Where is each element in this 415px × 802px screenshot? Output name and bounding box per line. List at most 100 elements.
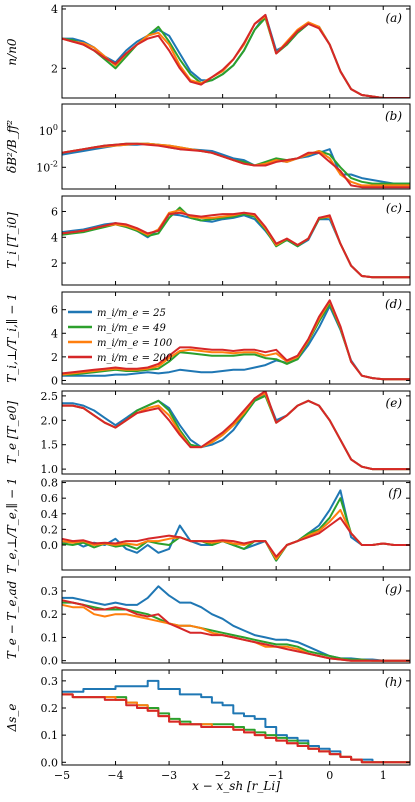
series-line-25 [62, 679, 410, 764]
series-line-100 [62, 603, 410, 662]
y-tick-label: 0.0 [41, 756, 59, 769]
panel-g: 0.0 0.1 0.2 0.3 T_e − T_e,ad (g) [5, 576, 411, 668]
series-line-200 [62, 391, 410, 471]
series-group [62, 206, 410, 279]
panel-label: (a) [385, 11, 402, 25]
series-line-100 [62, 508, 410, 561]
x-tick-label: 1 [380, 769, 387, 782]
axes-frame [61, 103, 411, 190]
x-tick-label: −5 [54, 769, 70, 782]
x-tick-label: −2 [215, 769, 231, 782]
y-tick-label: 0.0 [41, 539, 59, 552]
axes-frame [61, 291, 411, 385]
y-tick-label: 1.0 [41, 463, 59, 476]
y-tick-label: 0.2 [41, 702, 59, 715]
panel-a: 2 4 n/n0 (a) [5, 3, 411, 99]
series-line-25 [62, 489, 410, 562]
y-tick-label: 0.0 [41, 655, 59, 668]
y-tick-label: 100 [39, 123, 58, 138]
y-tick-label: 0.1 [41, 729, 59, 742]
series-line-200 [62, 142, 410, 189]
series-group [62, 299, 410, 381]
axes-frame [61, 390, 411, 475]
x-tick-label: −1 [268, 769, 284, 782]
y-tick-label: 10-2 [36, 159, 58, 174]
series-line-49 [62, 394, 410, 471]
panel-label: (f) [388, 486, 402, 500]
series-line-100 [62, 15, 410, 98]
axes-frame [61, 669, 411, 766]
y-axis-label: T_i,⊥/T_i,∥ − 1 [5, 293, 19, 383]
series-line-200 [62, 13, 410, 98]
y-axis-label: n/n0 [5, 38, 19, 66]
panel-f: 0.0 0.2 0.4 0.6 0.8 T_e,⊥/T_e,∥ − 1 (f) [5, 477, 411, 574]
axes-frame [61, 576, 411, 664]
series-line-100 [62, 209, 410, 279]
axes-frame [61, 480, 411, 571]
panel-h: 0.0 0.1 0.2 0.3 Δs_e (h) [5, 669, 411, 769]
series-line-200 [62, 599, 410, 662]
panel-c: 2 4 6 T_i [T_i0] (c) [5, 195, 411, 286]
x-tick-label: 0 [326, 769, 333, 782]
series-group [62, 585, 410, 662]
series-line-25 [62, 392, 410, 471]
legend: m_i/m_e = 25 m_i/m_e = 49 m_i/m_e = 100 m_i… [68, 308, 173, 364]
x-tick-label: −3 [161, 769, 177, 782]
y-axis-label: T_e,⊥/T_e,∥ − 1 [5, 477, 19, 573]
legend-label: m_i/m_e = 100 [97, 338, 173, 349]
y-axis-label: δB²/B_ff² [5, 120, 19, 173]
panel-b: 100 10-2 δB²/B_ff² (b) [5, 103, 411, 190]
panel-label: (e) [386, 396, 403, 410]
y-tick-label: 0.4 [41, 508, 59, 521]
y-axis-label: T_e − T_e,ad [5, 580, 19, 659]
y-tick-label: 0.6 [41, 492, 59, 505]
y-axis-label: T_i [T_i0] [5, 212, 19, 269]
y-tick-label: 6 [51, 304, 58, 317]
series-line-100 [62, 392, 410, 471]
y-tick-label: 2.5 [41, 390, 59, 403]
x-tick-label: −4 [107, 769, 123, 782]
series-line-49 [62, 601, 410, 662]
series-group [62, 489, 410, 562]
y-tick-label: 0.2 [41, 608, 59, 621]
axes-frame [61, 195, 411, 286]
panel-d: 0 2 4 6 T_i,⊥/T_i,∥ − 1 (d) [5, 291, 411, 387]
y-tick-label: 0.8 [41, 477, 59, 490]
series-group [62, 13, 410, 98]
y-tick-label: 0.3 [41, 585, 59, 598]
series-line-200 [62, 299, 410, 381]
series-line-100 [62, 142, 410, 187]
y-tick-label: 1.5 [41, 439, 59, 452]
y-tick-label: 4 [51, 231, 58, 244]
y-tick-label: 4 [51, 327, 58, 340]
legend-label: m_i/m_e = 49 [97, 323, 167, 334]
series-group [62, 679, 410, 764]
y-tick-label: 2 [51, 62, 58, 75]
series-line-49 [62, 497, 410, 562]
panel-label: (d) [385, 297, 402, 311]
panel-label: (h) [385, 675, 402, 689]
series-line-200 [62, 693, 410, 764]
y-tick-label: 0.2 [41, 523, 59, 536]
series-line-100 [62, 693, 410, 764]
series-group [62, 391, 410, 471]
legend-label: m_i/m_e = 25 [97, 308, 166, 319]
y-tick-label: 2 [51, 257, 58, 270]
y-tick-label: 0.1 [41, 631, 59, 644]
x-axis-label: x − x_sh [r_Li] [192, 779, 280, 793]
panel-label: (c) [386, 201, 402, 215]
series-line-49 [62, 693, 410, 764]
y-tick-label: 0.3 [41, 675, 59, 688]
legend-label: m_i/m_e = 200 [97, 353, 173, 364]
panel-label: (g) [385, 582, 402, 596]
y-tick-label: 2.0 [41, 414, 59, 427]
series-line-25 [62, 142, 410, 185]
panel-label: (b) [385, 109, 402, 123]
y-tick-label: 6 [51, 205, 58, 218]
series-line-25 [62, 585, 410, 662]
series-line-49 [62, 16, 410, 98]
y-axis-label: Δs_e [5, 704, 19, 733]
series-group [62, 142, 410, 189]
panel-e: 1.0 1.5 2.0 2.5 T_e [T_e0] (e) [5, 390, 411, 476]
